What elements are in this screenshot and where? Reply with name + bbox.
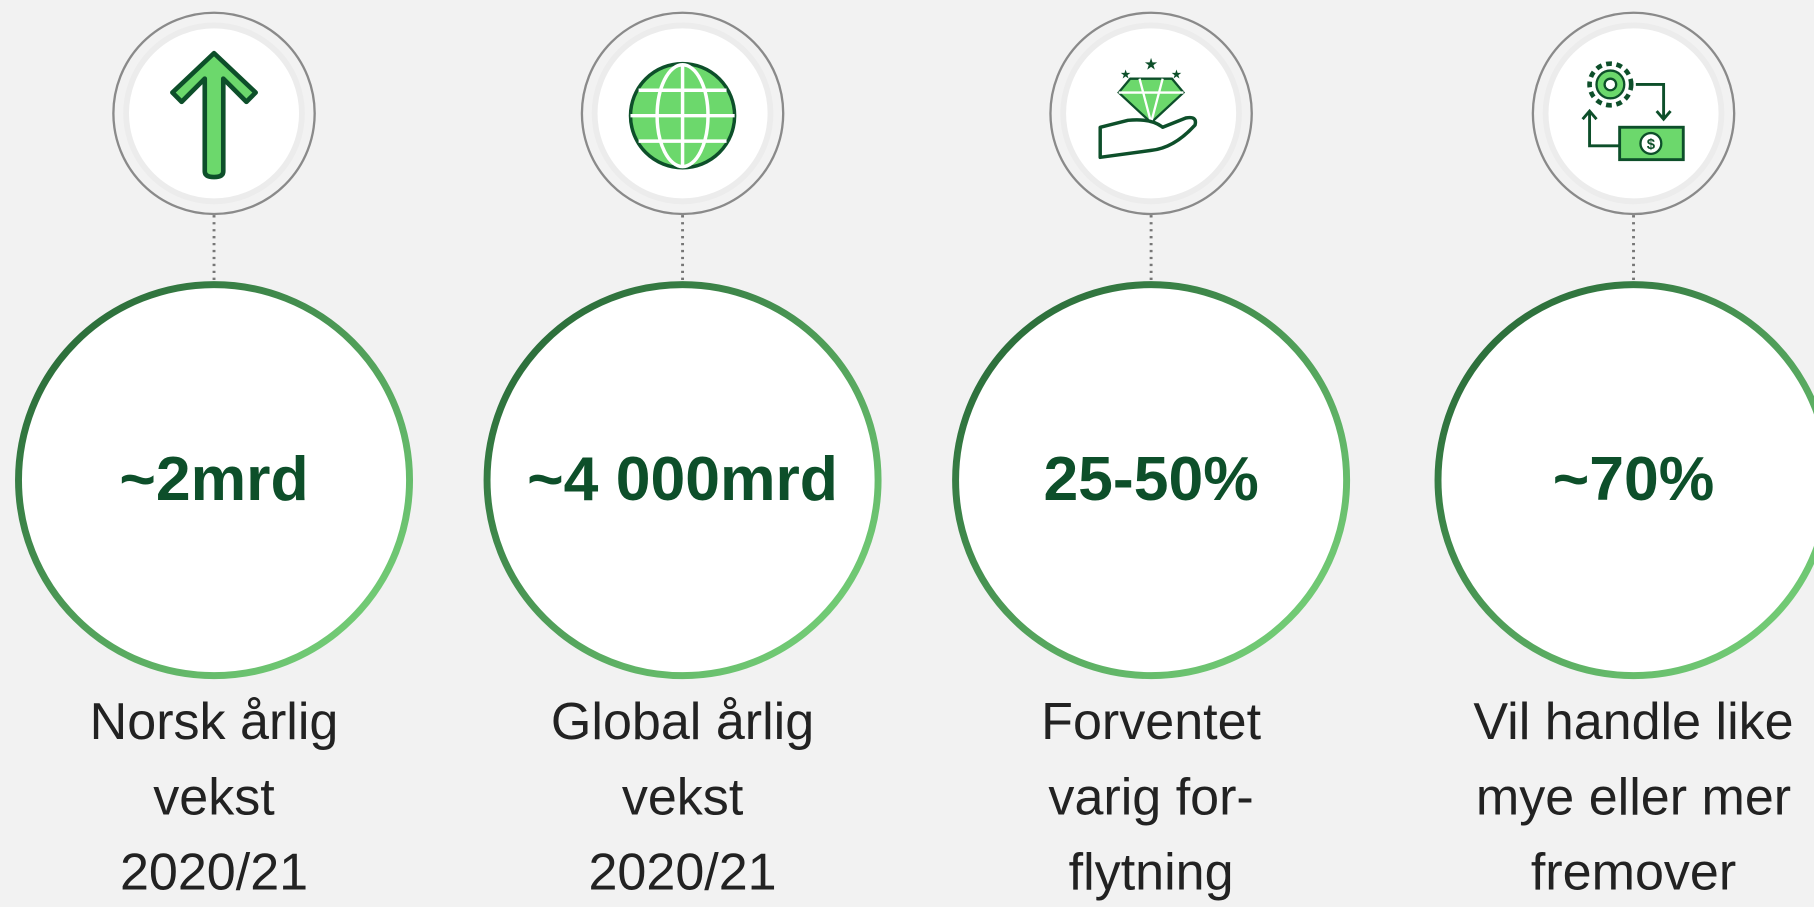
label-line: vekst xyxy=(622,768,744,826)
diamond-hand-icon: ★ ★ ★ xyxy=(1098,55,1198,160)
label-line: Vil handle like xyxy=(1473,693,1793,751)
label-line: fremover xyxy=(1531,844,1736,902)
label-line: 2020/21 xyxy=(120,844,308,902)
icon-disc xyxy=(1542,22,1725,205)
value-circle xyxy=(15,281,414,680)
globe-icon xyxy=(628,61,737,170)
label-line: flytning xyxy=(1069,844,1234,902)
value-circle xyxy=(1434,281,1814,680)
label-line: 2020/21 xyxy=(588,844,776,902)
gear-money-icon: $ xyxy=(1581,61,1685,162)
value-circle xyxy=(952,281,1351,680)
svg-text:$: $ xyxy=(1647,136,1656,153)
label-line: Global årlig xyxy=(551,693,814,751)
value: 25-50% xyxy=(1043,444,1258,514)
label-line: Forventet xyxy=(1041,693,1261,751)
svg-text:★: ★ xyxy=(1120,67,1131,82)
value: ~70% xyxy=(1553,444,1715,514)
label-line: vekst xyxy=(153,768,275,826)
svg-text:★: ★ xyxy=(1144,55,1159,73)
label-line: mye eller mer xyxy=(1476,768,1791,826)
svg-text:★: ★ xyxy=(1171,67,1182,82)
value: ~4 000mrd xyxy=(527,444,838,514)
value: ~2mrd xyxy=(119,444,308,514)
label-line: Norsk årlig xyxy=(90,693,339,751)
arrow-icon xyxy=(170,50,258,180)
label-line: varig for- xyxy=(1048,768,1253,826)
value-circle xyxy=(483,281,882,680)
